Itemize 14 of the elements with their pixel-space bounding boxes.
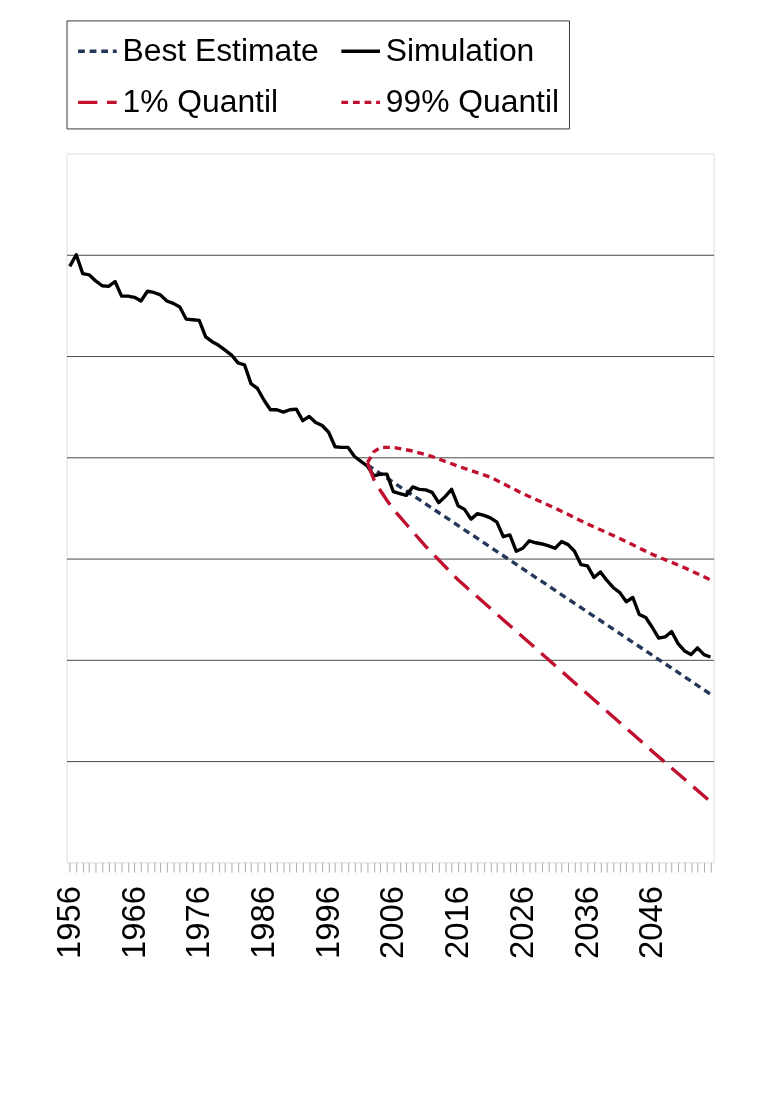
x-tick-label: 1966	[114, 886, 152, 959]
x-tick-label: 1996	[308, 886, 346, 959]
legend-label: 99% Quantil	[385, 83, 560, 120]
x-tick-label: 1956	[49, 886, 87, 959]
x-tick-label: 2046	[632, 886, 670, 959]
x-tick-label: 2016	[438, 886, 476, 959]
x-tick-label: 1976	[179, 886, 217, 959]
x-tick-label: 2036	[567, 886, 605, 959]
legend-label: Best Estimate	[122, 31, 319, 68]
x-tick-label: 1986	[244, 886, 282, 959]
x-tick-label: 2026	[502, 886, 540, 959]
legend-label: Simulation	[385, 31, 535, 68]
x-tick-label: 2006	[373, 886, 411, 959]
legend-label: 1% Quantil	[122, 83, 279, 120]
